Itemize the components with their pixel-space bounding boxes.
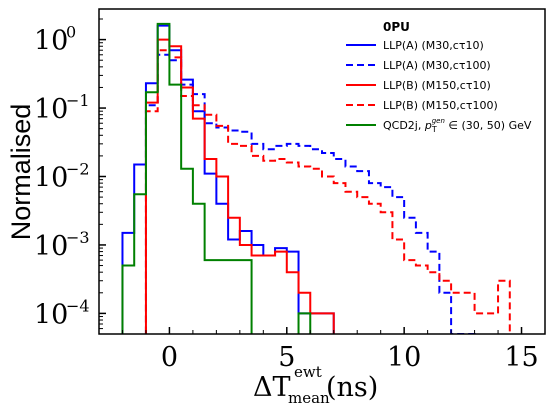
legend-entry-5: QCD2j, pTgen ∈ (30, 50) GeV [383,117,532,134]
x-tick-labels: 0 5 10 15 [161,342,539,373]
y-tick-label: 10 [34,299,68,330]
legend-title: 0PU [383,20,410,34]
legend-entry-4: LLP(B) (M150,cτ100) [383,99,498,112]
y-tick-label-exponent: −3 [66,228,90,247]
x-axis-label-symbol: ΔT [253,372,291,403]
series-line-3 [144,38,335,334]
series-line-2 [144,53,476,334]
x-tick-label: 0 [161,342,178,373]
x-axis-label-unit: (ns) [326,372,378,403]
series-line-4 [144,49,511,334]
series-layer [121,22,511,334]
x-tick-label: 15 [504,342,538,373]
x-tick-label: 10 [387,342,421,373]
y-tick-label: 10 [34,231,68,262]
y-tick-label-exponent: −2 [66,160,90,179]
x-axis-label-subscript: mean [288,389,330,407]
y-tick-label: 10 [34,94,68,125]
legend-entry-1: LLP(A) (M30,cτ10) [383,39,484,52]
legend-entry-3: LLP(B) (M150,cτ10) [383,79,491,92]
legend: 0PU LLP(A) (M30,cτ10) LLP(A) (M30,cτ100) L… [346,20,532,134]
series-line-5 [121,22,312,334]
y-tick-label: 10 [34,26,68,57]
axis-ticks [99,18,523,334]
y-tick-label-exponent: −4 [66,296,90,315]
y-axis-label: Normalised [6,104,36,241]
y-tick-label-exponent: 0 [66,23,76,42]
x-axis-label-superscript: ewt [294,363,322,381]
x-tick-label: 5 [278,342,295,373]
y-tick-label-exponent: −1 [66,91,90,110]
legend-entry-2: LLP(A) (M30,cτ100) [383,59,491,72]
plot-frame [98,8,546,335]
x-axis-label: ΔT ewt mean (ns) [253,363,378,407]
y-tick-label: 10 [34,163,68,194]
